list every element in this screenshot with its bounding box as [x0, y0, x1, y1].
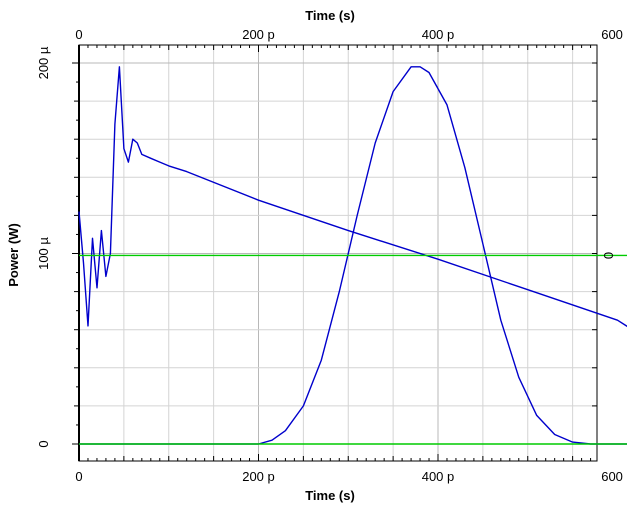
series-line-1 [79, 66, 627, 445]
x-tick-label-bottom: 0 [75, 469, 82, 484]
x-tick-label-top: 200 p [242, 27, 275, 42]
x-axis-title-bottom: Time (s) [305, 488, 355, 503]
y-tick-label-left: 100 µ [36, 237, 51, 270]
y-axis-title-left: Power (W) [6, 223, 21, 287]
x-tick-label-bottom: 400 p [422, 469, 455, 484]
x-axis-title-top: Time (s) [305, 8, 355, 23]
x-tick-label-bottom: 200 p [242, 469, 275, 484]
series-layer [78, 66, 627, 445]
x-tick-label-top: 400 p [422, 27, 455, 42]
series-line-2 [78, 66, 627, 328]
x-tick-label-top: 0 [75, 27, 82, 42]
axis-ticks [72, 45, 597, 461]
grid [78, 45, 597, 461]
y-tick-label-right: 0 [601, 252, 616, 259]
y-tick-label-left: 200 µ [36, 46, 51, 79]
x-tick-label-bottom: 600 p [601, 469, 627, 484]
x-tick-label-top: 600 p [601, 27, 627, 42]
y-tick-label-left: 0 [36, 440, 51, 447]
